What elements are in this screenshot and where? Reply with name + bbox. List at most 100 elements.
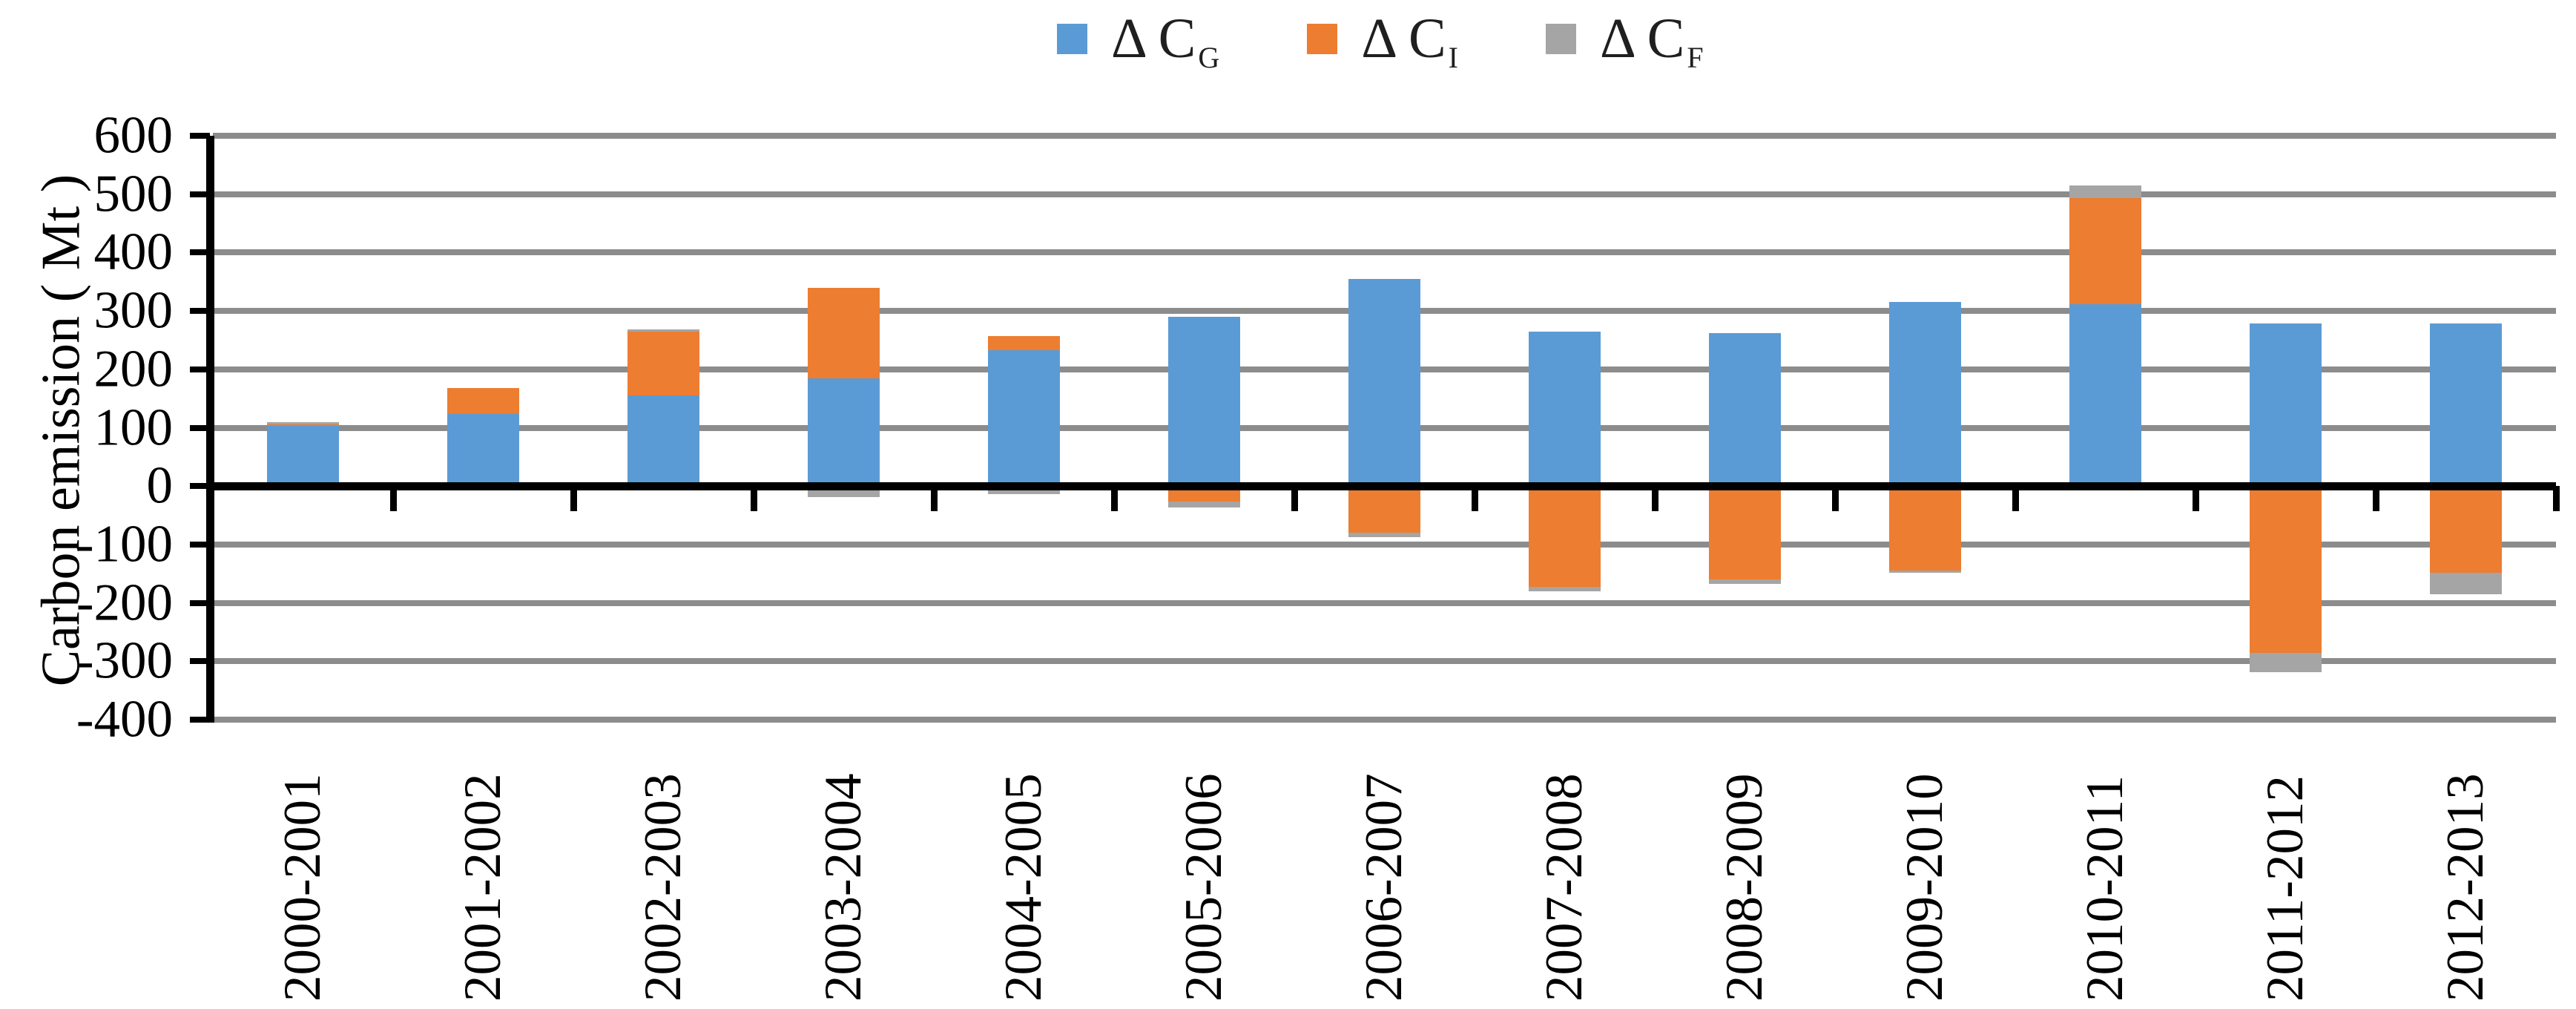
legend-label-ci: Δ CI — [1361, 7, 1458, 74]
gridline--100 — [213, 541, 2556, 548]
bar-segment-cg-2010-2011 — [2069, 303, 2141, 482]
gridline--200 — [213, 599, 2556, 606]
bar-segment-ci-2004-2005 — [988, 335, 1060, 350]
bar-segment-ci-2000-2001 — [267, 424, 339, 427]
bar-segment-ci-2005-2006 — [1168, 490, 1240, 502]
bar-segment-cf-2006-2007 — [1348, 533, 1420, 538]
bar-segment-cg-2006-2007 — [1348, 278, 1420, 482]
legend-label-cg: Δ CG — [1111, 7, 1220, 74]
y-tick-label--400: -400 — [76, 690, 173, 749]
x-category-label-2000-2001: 2000-2001 — [273, 773, 332, 1002]
x-category-label-2006-2007: 2006-2007 — [1354, 773, 1413, 1002]
bar-segment-ci-2011-2012 — [2250, 490, 2322, 654]
bar-segment-cf-2012-2013 — [2430, 572, 2502, 594]
bar-segment-ci-2003-2004 — [808, 287, 880, 378]
y-tick-label-0: 0 — [146, 456, 174, 515]
bar-segment-cg-2005-2006 — [1168, 316, 1240, 482]
bar-segment-ci-2002-2003 — [627, 331, 699, 396]
bar-segment-cf-2011-2012 — [2250, 653, 2322, 673]
y-tick-label-400: 400 — [93, 223, 174, 281]
y-axis-line — [206, 136, 214, 723]
y-axis-tick-300 — [190, 308, 210, 315]
x-category-label-2007-2008: 2007-2008 — [1535, 773, 1593, 1002]
x-category-label-2011-2012: 2011-2012 — [2256, 775, 2314, 1002]
legend: Δ CG Δ CI Δ CF — [1057, 7, 1704, 74]
legend-label-cf: Δ CF — [1599, 7, 1704, 74]
y-tick-label--200: -200 — [76, 573, 173, 632]
bar-segment-ci-2007-2008 — [1529, 490, 1601, 587]
legend-item-cg: Δ CG — [1057, 7, 1220, 74]
bar-segment-cf-2000-2001 — [267, 422, 339, 424]
gridline-600 — [213, 133, 2556, 139]
bar-segment-cg-2003-2004 — [808, 378, 880, 482]
bar-segment-cf-2010-2011 — [2069, 185, 2141, 199]
ci-swatch-icon — [1307, 23, 1338, 54]
gridline--300 — [213, 658, 2556, 665]
y-axis-tick-200 — [190, 366, 210, 372]
x-axis-tick-11 — [2192, 486, 2199, 512]
y-tick-label--100: -100 — [76, 515, 173, 573]
bar-segment-cf-2005-2006 — [1168, 502, 1240, 508]
y-tick-label-500: 500 — [93, 165, 174, 223]
y-axis-tick-600 — [190, 133, 210, 139]
x-category-label-2012-2013: 2012-2013 — [2436, 773, 2494, 1002]
bar-segment-ci-2009-2010 — [1889, 490, 1961, 571]
x-axis-tick-3 — [750, 486, 757, 512]
x-category-label-2004-2005: 2004-2005 — [994, 773, 1053, 1002]
x-axis-tick-13 — [2552, 486, 2560, 512]
x-category-label-2001-2002: 2001-2002 — [453, 773, 512, 1002]
y-tick-label-600: 600 — [93, 106, 174, 165]
legend-item-cf: Δ CF — [1545, 7, 1704, 74]
bar-segment-cg-2004-2005 — [988, 349, 1060, 482]
y-axis-tick-400 — [190, 249, 210, 256]
y-tick-label-100: 100 — [93, 398, 174, 456]
bar-segment-cg-2008-2009 — [1709, 333, 1781, 482]
y-axis-tick--100 — [190, 541, 210, 548]
x-category-label-2009-2010: 2009-2010 — [1895, 773, 1954, 1002]
gridline--400 — [213, 717, 2556, 723]
x-axis-tick-9 — [1831, 486, 1839, 512]
x-category-label-2005-2006: 2005-2006 — [1174, 773, 1233, 1002]
x-axis-tick-5 — [1110, 486, 1118, 512]
bar-segment-cf-2002-2003 — [627, 329, 699, 332]
x-axis-tick-6 — [1291, 486, 1298, 512]
bar-segment-cg-2002-2003 — [627, 395, 699, 482]
x-category-label-2003-2004: 2003-2004 — [814, 773, 872, 1002]
bar-segment-cf-2003-2004 — [808, 490, 880, 498]
bar-segment-cg-2007-2008 — [1529, 331, 1601, 482]
bar-segment-cf-2004-2005 — [988, 490, 1060, 495]
x-axis-tick-4 — [930, 486, 938, 512]
x-category-label-2008-2009: 2008-2009 — [1715, 773, 1773, 1002]
cg-swatch-icon — [1057, 23, 1087, 54]
bar-segment-ci-2012-2013 — [2430, 490, 2502, 573]
bar-segment-ci-2008-2009 — [1709, 490, 1781, 580]
gridline-500 — [213, 191, 2556, 197]
gridline-400 — [213, 249, 2556, 256]
y-axis-tick-500 — [190, 191, 210, 197]
x-axis-zero-line — [209, 482, 2556, 490]
y-tick-label-300: 300 — [93, 281, 174, 340]
y-tick-label-200: 200 — [93, 340, 174, 398]
cf-swatch-icon — [1545, 23, 1576, 54]
bar-segment-cg-2001-2002 — [447, 413, 519, 482]
bar-segment-cf-2009-2010 — [1889, 570, 1961, 573]
x-category-label-2002-2003: 2002-2003 — [633, 773, 692, 1002]
y-axis-tick--200 — [190, 599, 210, 606]
bar-segment-cg-2012-2013 — [2430, 323, 2502, 482]
y-axis-tick-100 — [190, 424, 210, 431]
bar-segment-cf-2007-2008 — [1529, 586, 1601, 591]
bar-segment-ci-2006-2007 — [1348, 490, 1420, 533]
y-axis-tick-0 — [190, 483, 210, 490]
x-category-label-2010-2011: 2010-2011 — [2075, 775, 2134, 1002]
x-axis-tick-2 — [570, 486, 577, 512]
bar-segment-ci-2001-2002 — [447, 387, 519, 414]
y-tick-label--300: -300 — [76, 631, 173, 690]
x-axis-tick-8 — [1651, 486, 1658, 512]
bar-segment-cf-2008-2009 — [1709, 579, 1781, 585]
y-axis-tick--300 — [190, 658, 210, 665]
bar-segment-cg-2011-2012 — [2250, 323, 2322, 482]
y-axis-tick--400 — [190, 717, 210, 723]
bar-segment-ci-2010-2011 — [2069, 198, 2141, 304]
x-axis-tick-10 — [2012, 486, 2019, 512]
